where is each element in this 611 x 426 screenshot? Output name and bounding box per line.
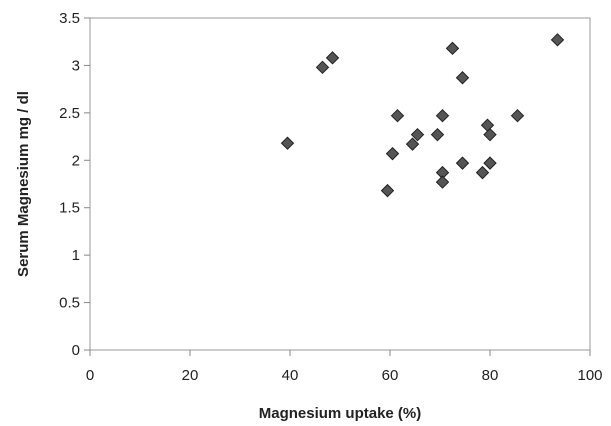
x-tick-label: 80 xyxy=(482,367,499,384)
y-tick-label: 2.5 xyxy=(59,105,80,122)
x-tick-label: 100 xyxy=(577,367,602,384)
y-tick-label: 1.5 xyxy=(59,200,80,217)
x-tick-label: 20 xyxy=(182,367,199,384)
y-tick-label: 2 xyxy=(72,152,80,169)
y-tick-label: 0 xyxy=(72,342,80,359)
x-tick-label: 40 xyxy=(282,367,299,384)
y-axis-title: Serum Magnesium mg / dl xyxy=(15,91,32,277)
x-tick-label: 0 xyxy=(86,367,94,384)
y-tick-label: 3.5 xyxy=(59,10,80,27)
y-tick-label: 0.5 xyxy=(59,295,80,312)
plot-area xyxy=(90,18,590,350)
x-tick-label: 60 xyxy=(382,367,399,384)
y-tick-label: 3 xyxy=(72,57,80,74)
x-axis-title: Magnesium uptake (%) xyxy=(259,405,422,422)
y-tick-label: 1 xyxy=(72,247,80,264)
x-axis-ticks: 0 20 40 60 80 100 xyxy=(86,350,603,384)
y-axis-ticks: 0 0.5 1 1.5 2 2.5 3 3.5 xyxy=(59,10,90,359)
